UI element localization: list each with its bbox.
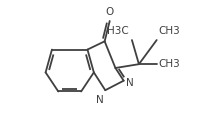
- Text: CH3: CH3: [158, 26, 180, 36]
- Text: H3C: H3C: [107, 26, 129, 36]
- Text: N: N: [96, 95, 103, 105]
- Text: CH3: CH3: [158, 59, 180, 69]
- Text: N: N: [126, 78, 134, 88]
- Text: O: O: [106, 7, 114, 17]
